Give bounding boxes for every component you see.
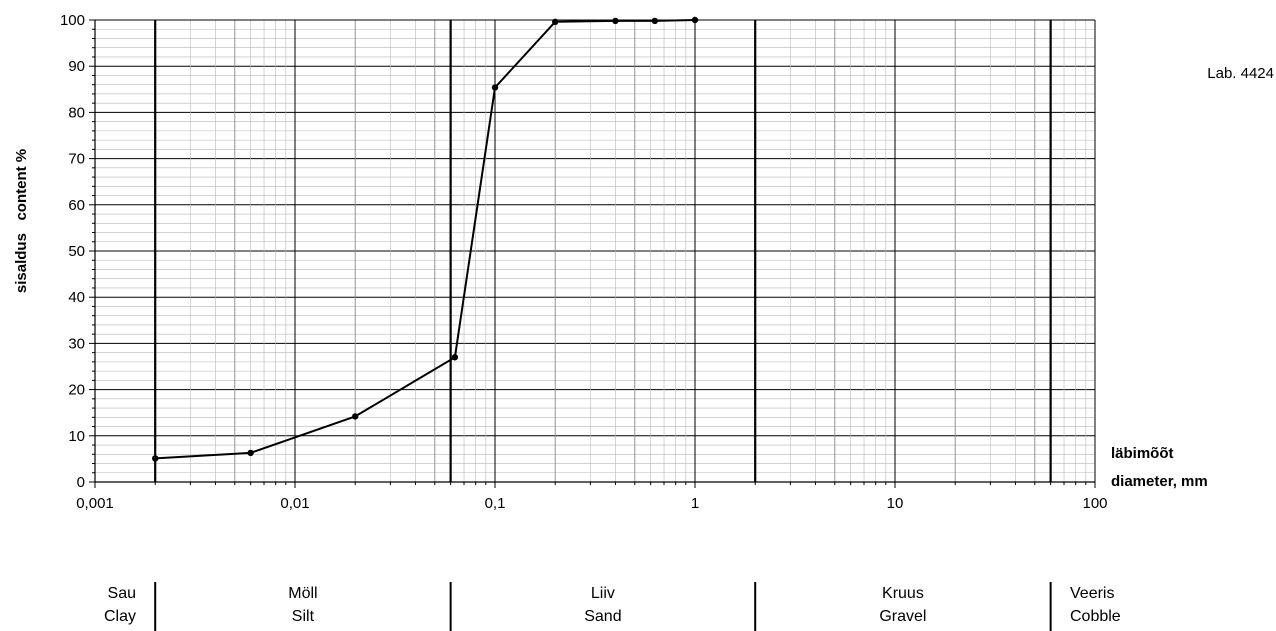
data-point xyxy=(612,17,619,25)
fraction-label-en: Clay xyxy=(104,608,136,625)
x-axis-label-line1: läbimõõt xyxy=(1111,445,1174,462)
data-point xyxy=(691,16,699,24)
y-tick-label: 0 xyxy=(77,474,85,491)
y-tick-label: 10 xyxy=(68,428,85,445)
lab-annotation: Lab. 4424 xyxy=(1207,65,1274,82)
series xyxy=(152,16,699,462)
y-tick-label: 40 xyxy=(68,289,85,306)
grid xyxy=(95,20,1095,482)
fraction-label-et: Veeris xyxy=(1070,585,1114,602)
y-axis-label: sisaldus content % xyxy=(13,149,30,293)
data-point xyxy=(152,455,159,462)
fraction-label-en: Sand xyxy=(584,608,621,625)
x-tick-label: 100 xyxy=(1082,495,1107,512)
fraction-label-en: Gravel xyxy=(879,608,926,625)
x-tick-label: 0,1 xyxy=(485,495,506,512)
fraction-label-et: Möll xyxy=(288,585,317,602)
x-tick-label: 0,001 xyxy=(76,495,114,512)
fraction-label-en: Cobble xyxy=(1070,608,1121,625)
y-tick-label: 90 xyxy=(68,58,85,75)
y-tick-label: 30 xyxy=(68,335,85,352)
y-tick-label: 80 xyxy=(68,104,85,121)
fraction-label-en: Silt xyxy=(292,608,315,625)
y-tick-label: 20 xyxy=(68,382,85,399)
fraction-label-et: Sau xyxy=(108,585,136,602)
y-tick-label: 50 xyxy=(68,243,85,260)
x-tick-label: 1 xyxy=(691,495,699,512)
y-tick-labels: 0 10 20 30 40 50 60 70 80 90 100 xyxy=(60,12,85,491)
y-tick-label: 60 xyxy=(68,197,85,214)
fraction-label-et: Liiv xyxy=(591,585,615,602)
data-point xyxy=(651,17,659,25)
plot-frame xyxy=(89,19,1096,488)
data-point xyxy=(491,84,499,91)
x-tick-label: 0,01 xyxy=(280,495,309,512)
fraction-boundaries xyxy=(154,20,1052,482)
data-point xyxy=(247,449,254,457)
x-tick-label: 10 xyxy=(887,495,904,512)
data-point xyxy=(552,18,559,26)
x-tick-labels: 0,001 0,01 0,1 1 10 100 xyxy=(76,495,1107,512)
y-tick-label: 100 xyxy=(60,12,85,29)
fraction-scale: Sau Clay Möll Silt Liiv Sand Kruus Gravel Veeris… xyxy=(104,582,1121,631)
data-point xyxy=(352,413,359,420)
data-point xyxy=(451,354,459,361)
fraction-label-et: Kruus xyxy=(882,585,924,602)
series-line xyxy=(155,19,696,460)
x-axis-label-line2: diameter, mm xyxy=(1111,473,1208,490)
y-tick-label: 70 xyxy=(68,151,85,168)
